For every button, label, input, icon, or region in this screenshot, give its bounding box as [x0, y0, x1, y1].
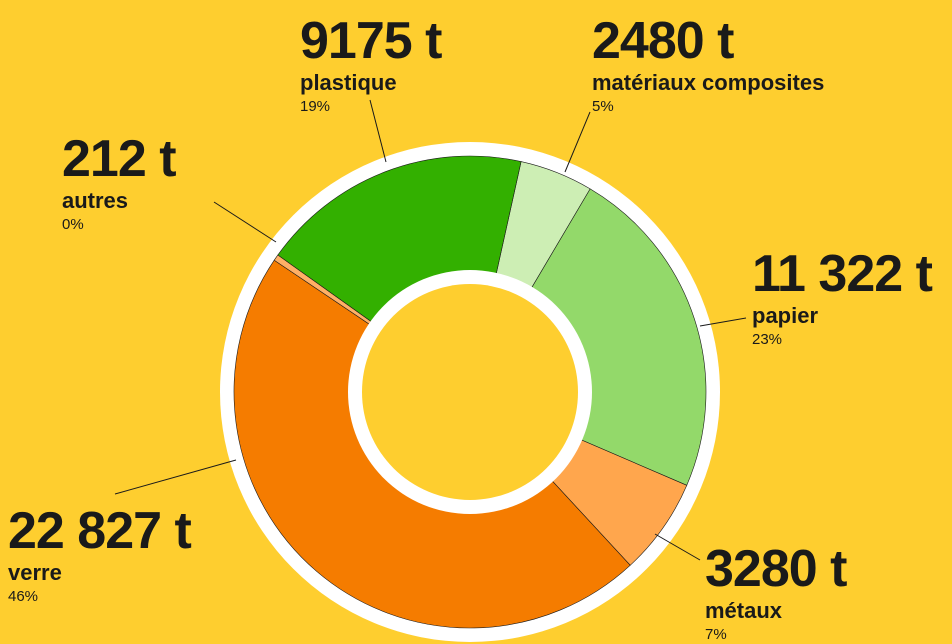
value-label: 11 322 t: [752, 245, 933, 303]
percent-label: 7%: [705, 626, 727, 643]
category-label: papier: [752, 303, 818, 328]
percent-label: 23%: [752, 331, 782, 348]
leader-line: [213, 201, 277, 243]
leader-line: [114, 459, 237, 495]
category-label: verre: [8, 560, 62, 585]
category-label: métaux: [705, 598, 783, 623]
leader-line: [564, 111, 591, 173]
value-label: 2480 t: [592, 12, 734, 70]
leader-line: [699, 317, 747, 327]
value-label: 212 t: [62, 130, 176, 188]
value-label: 3280 t: [705, 540, 847, 598]
value-label: 9175 t: [300, 12, 442, 70]
percent-label: 19%: [300, 98, 330, 115]
category-label: plastique: [300, 70, 397, 95]
percent-label: 5%: [592, 98, 614, 115]
category-label: autres: [62, 188, 128, 213]
percent-label: 0%: [62, 216, 84, 233]
leader-line: [369, 99, 387, 163]
leader-line: [654, 533, 701, 561]
percent-label: 46%: [8, 588, 38, 605]
category-label: matériaux composites: [592, 70, 824, 95]
hole: [362, 284, 578, 500]
value-label: 22 827 t: [8, 502, 191, 560]
